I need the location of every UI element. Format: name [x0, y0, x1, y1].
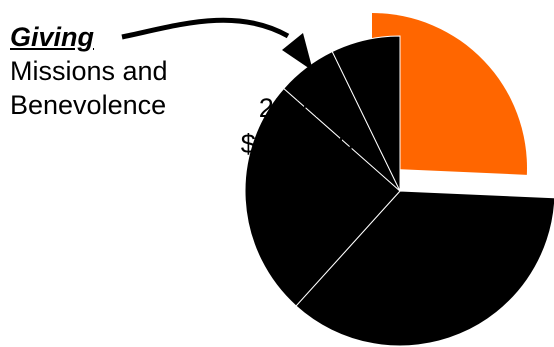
highlight-slice-label: 25.7% $102,000	[222, 90, 372, 162]
highlight-percent: 25.7%	[258, 93, 336, 123]
annotation-line-1: Missions and	[10, 56, 168, 86]
giving-heading: Giving	[10, 22, 95, 52]
pie-slice-2	[295, 190, 554, 347]
pie-slices	[244, 13, 554, 347]
pie-slice-1	[372, 13, 527, 175]
pie-slice-5	[331, 35, 401, 192]
giving-annotation: Giving Missions and Benevolence	[10, 20, 168, 122]
pie-slice-3	[244, 87, 401, 307]
highlight-amount: $102,000	[240, 129, 354, 159]
annotation-line-2: Benevolence	[10, 90, 167, 120]
callout-arrow	[121, 17, 313, 71]
